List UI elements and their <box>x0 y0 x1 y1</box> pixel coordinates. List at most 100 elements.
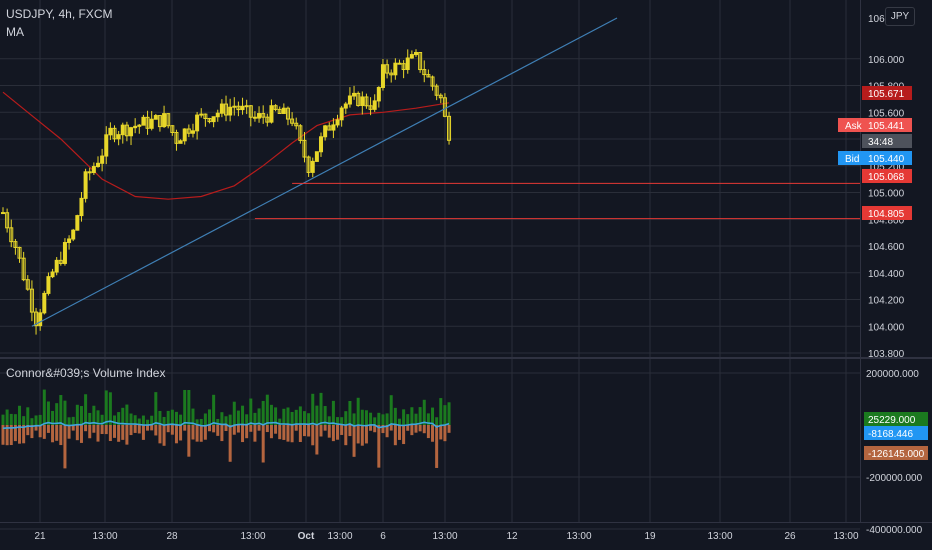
time-axis[interactable]: 21 13:00 28 13:00 Oct 13:00 6 13:00 12 13:00 19 13:… <box>34 531 859 542</box>
price-tick: 105.600 <box>868 108 905 119</box>
volume-up-bar <box>274 407 278 425</box>
ask-price-label-text: 105.441 <box>868 121 905 132</box>
volume-down-bar <box>447 425 451 433</box>
volume-down-bar <box>137 425 141 434</box>
currency-button[interactable]: JPY <box>885 7 915 26</box>
volume-tick: -200000.000 <box>866 473 923 484</box>
volume-up-bar <box>319 392 323 425</box>
volume-up-bar <box>42 389 46 425</box>
volume-up-bar <box>88 412 92 425</box>
time-tick: 28 <box>166 531 178 542</box>
volume-up-bar <box>447 402 451 425</box>
volume-index-line <box>2 420 450 430</box>
volume-up-bar <box>443 405 447 425</box>
volume-up-bar <box>108 392 112 425</box>
ask-price-label: 105.441 <box>862 118 912 132</box>
volume-down-bar <box>63 425 67 469</box>
volume-up-bar <box>340 417 344 425</box>
candles <box>1 49 452 335</box>
candle-body <box>62 242 67 264</box>
volume-up-label-text: 25229.000 <box>868 415 916 426</box>
volume-down-label-text: -126145.000 <box>868 449 925 460</box>
volume-down-bar <box>422 425 426 434</box>
candle-body <box>339 107 344 121</box>
volume-down-bar <box>336 425 340 440</box>
volume-up-bar <box>286 407 290 425</box>
candle-body <box>426 74 431 78</box>
volume-down-bar <box>96 425 100 442</box>
ma-line <box>2 91 450 200</box>
volume-up-bar <box>34 415 38 425</box>
candle-body <box>79 197 84 217</box>
volume-down-bar <box>154 425 158 436</box>
volume-down-bar <box>360 425 364 446</box>
volume-up-bar <box>18 405 22 425</box>
ma-legend[interactable]: MA <box>6 25 24 39</box>
volume-up-bar <box>216 418 220 425</box>
candle-body <box>438 94 443 99</box>
volume-up-bar <box>298 406 302 425</box>
candle-body <box>434 85 439 96</box>
candle-body <box>166 113 171 127</box>
candle-body <box>368 105 373 110</box>
candle-body <box>261 113 266 118</box>
candle-body <box>310 160 315 173</box>
candle-body <box>273 105 278 110</box>
volume-down-bar <box>174 425 178 444</box>
volume-down-bar <box>166 425 170 433</box>
symbol-legend[interactable]: USDJPY, 4h, FXCM <box>6 7 113 21</box>
volume-up-bar <box>203 413 207 425</box>
candle-body <box>58 259 63 264</box>
candle-body <box>277 108 282 114</box>
volume-down-bar <box>108 425 112 442</box>
volume-down-bar <box>352 425 356 457</box>
volume-up-bar <box>137 418 141 425</box>
candle-body <box>100 155 105 164</box>
price-tick: 103.800 <box>868 349 905 360</box>
volume-down-bar <box>241 425 245 443</box>
candle-body <box>409 54 414 59</box>
volume-up-bar <box>282 408 286 425</box>
price-tick: 105.000 <box>868 189 905 200</box>
candle-body <box>244 105 249 108</box>
volume-up-bar <box>323 406 327 425</box>
candle-body <box>190 130 195 134</box>
candle-body <box>442 97 447 117</box>
volume-up-bar <box>75 404 79 425</box>
candle-body <box>294 122 299 127</box>
hline2-label-text: 104.805 <box>868 209 905 220</box>
price-tick: 104.400 <box>868 269 905 280</box>
volume-up-bar <box>331 400 335 425</box>
volume-up-bar <box>385 413 389 425</box>
volume-up-bar <box>179 414 183 425</box>
volume-up-bar <box>414 413 418 425</box>
volume-down-bar <box>311 425 315 446</box>
volume-up-bar <box>208 409 211 425</box>
volume-up-bar <box>71 416 75 425</box>
volume-down-bar <box>30 425 34 439</box>
candle-body <box>314 151 319 162</box>
candle-body <box>54 259 59 273</box>
candle-body <box>182 128 187 142</box>
candle-body <box>376 86 381 102</box>
volume-index-legend[interactable]: Connor&#039;s Volume Index <box>6 366 166 380</box>
volume-down-bar <box>302 425 306 437</box>
volume-up-bar <box>435 417 439 425</box>
volume-up-bar <box>265 394 269 425</box>
volume-up-bar <box>327 416 331 425</box>
candle-body <box>211 116 216 123</box>
volume-up-bar <box>59 395 63 425</box>
volume-down-bar <box>397 425 401 440</box>
volume-up-bar <box>9 413 13 425</box>
volume-down-bar <box>84 425 88 432</box>
candle-body <box>129 127 134 137</box>
volume-down-bar <box>117 425 121 442</box>
bid-tag-text: Bid <box>845 154 859 165</box>
drawings[interactable] <box>31 17 860 327</box>
volume-down-bar <box>208 425 211 432</box>
volume-up-bar <box>150 415 154 425</box>
volume-down-bar <box>232 425 236 435</box>
volume-line-label: -8168.446 <box>864 426 928 440</box>
volume-down-bar <box>439 425 443 440</box>
